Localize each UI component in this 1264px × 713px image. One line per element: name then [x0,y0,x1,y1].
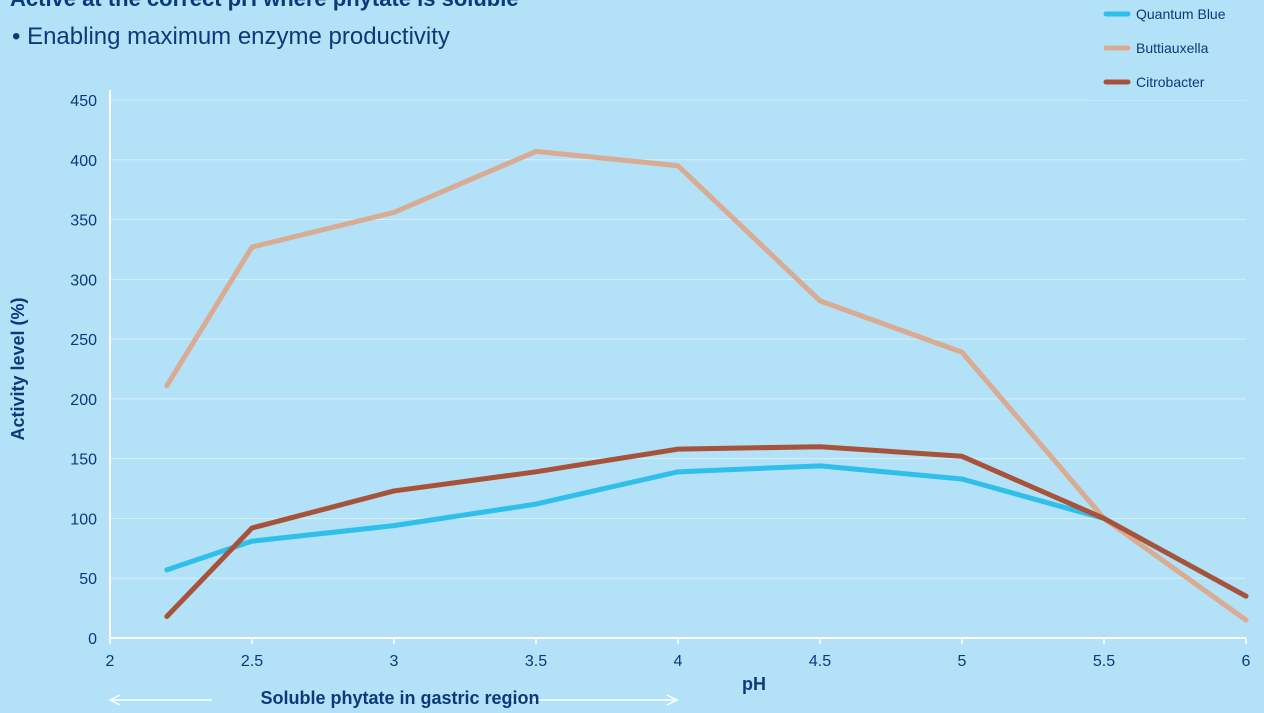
y-tick-label: 300 [70,272,97,289]
y-tick-label: 150 [70,452,97,469]
y-tick-label: 450 [70,93,97,110]
x-tick-label: 3.5 [525,653,547,670]
x-tick-label: 2.5 [241,653,263,670]
series-line [164,444,1249,619]
x-tick-label: 4 [674,653,683,670]
x-tick-label: 5 [958,653,967,670]
series-line [164,463,1249,599]
series-line [164,148,1249,623]
x-tick-label: 3 [390,653,399,670]
x-tick-label: 2 [106,653,115,670]
y-tick-label: 100 [70,511,97,528]
y-tick-label: 0 [88,631,97,648]
y-tick-label: 400 [70,153,97,170]
y-tick-label: 250 [70,332,97,349]
chart-title: Active at the correct pH where phytate i… [10,0,519,11]
x-tick-label: 5.5 [1093,653,1115,670]
x-axis-label: pH [742,674,766,694]
y-tick-label: 50 [79,571,97,588]
x-tick-label: 4.5 [809,653,831,670]
arrow-head [108,694,121,706]
y-tick-label: 200 [70,392,97,409]
y-axis-label: Activity level (%) [8,297,28,440]
x-tick-label: 6 [1242,653,1251,670]
arrow-head [666,694,679,706]
chart-subtitle: • Enabling maximum enzyme productivity [12,23,450,50]
legend-label: Citrobacter [1136,74,1205,90]
annotation-bg [212,686,510,710]
legend-label: Buttiauxella [1136,40,1209,56]
legend-label: Quantum Blue [1136,6,1226,22]
y-tick-label: 350 [70,213,97,230]
annotation: Soluble phytate in gastric region [260,688,539,708]
